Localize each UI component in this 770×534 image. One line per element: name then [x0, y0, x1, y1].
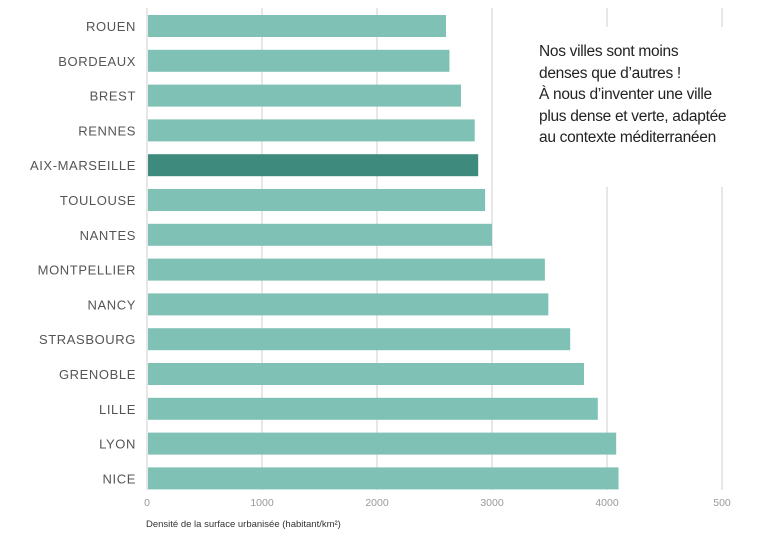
bar — [148, 154, 479, 177]
x-tick-label: 4000 — [595, 497, 619, 509]
bar — [148, 328, 571, 351]
category-label: NANTES — [80, 228, 136, 243]
category-label: LILLE — [99, 402, 136, 417]
category-label: LYON — [99, 437, 136, 452]
bar — [148, 189, 486, 211]
category-label: ROUEN — [86, 19, 136, 34]
category-labels: ROUEN BORDEAUX BREST RENNES AIX-MARSEILLE TOU… — [30, 19, 136, 486]
bar — [148, 119, 475, 142]
category-label: MONTPELLIER — [38, 263, 136, 278]
category-label: GRENOBLE — [59, 367, 136, 382]
category-label: TOULOUSE — [60, 193, 136, 208]
category-label: NICE — [103, 471, 136, 486]
bar — [148, 84, 461, 107]
x-tick-label: 500 — [713, 497, 731, 509]
bar — [148, 49, 450, 72]
bar — [148, 432, 617, 455]
x-tick-labels: 0 1000 2000 3000 4000 500 — [144, 497, 731, 509]
x-tick-label: 1000 — [250, 497, 274, 509]
x-tick-label: 2000 — [365, 497, 389, 509]
bar — [148, 363, 584, 385]
category-label: RENNES — [78, 123, 136, 138]
bar-layer — [148, 15, 619, 490]
category-label: AIX-MARSEILLE — [30, 158, 136, 173]
bar — [148, 258, 545, 281]
annotation-line: au contexte méditerranéen — [539, 129, 716, 146]
category-label: STRASBOURG — [39, 332, 136, 347]
annotation-line: denses que d’autres ! — [539, 64, 681, 82]
annotation-line: À nous d’inventer une ville — [539, 86, 712, 103]
x-tick-label: 3000 — [480, 497, 504, 509]
bar — [148, 293, 549, 316]
annotation-line: Nos villes sont moins — [539, 43, 679, 60]
annotation-box: Nos villes sont moins denses que d’autre… — [527, 27, 745, 187]
bar — [148, 15, 446, 37]
x-axis-title: Densité de la surface urbanisée (habitan… — [146, 519, 341, 530]
category-label: BORDEAUX — [58, 54, 136, 69]
category-label: NANCY — [87, 297, 136, 312]
category-label: BREST — [90, 89, 136, 104]
x-tick-label: 0 — [144, 497, 150, 509]
bar — [148, 397, 598, 420]
bar — [148, 223, 492, 246]
bar — [148, 467, 619, 490]
annotation-line: plus dense et verte, adaptée — [539, 107, 727, 125]
